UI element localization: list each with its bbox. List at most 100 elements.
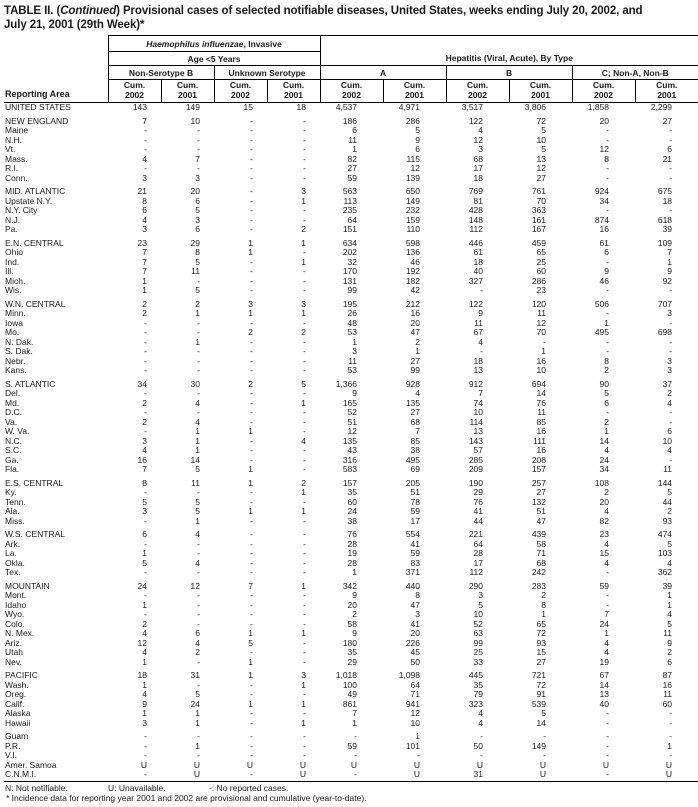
value-cell: 16 <box>137 454 147 465</box>
table-row: Md. 2 4 - 1 165 135 74 76 6 4 <box>4 397 698 409</box>
value-cell: 4 <box>478 125 484 135</box>
value-cell: - <box>197 365 200 375</box>
value-cell: 363 <box>531 205 547 215</box>
value-cell: 495 <box>594 327 610 337</box>
reporting-area-cell: E.S. CENTRAL <box>5 477 64 488</box>
value-cell: 698 <box>657 327 673 337</box>
value-cell: - <box>250 454 253 465</box>
value-cell: 11 <box>663 689 673 699</box>
value-cell: 14 <box>599 435 610 446</box>
value-cell: 1 <box>301 237 307 248</box>
reporting-area-cell: Guam <box>5 731 29 741</box>
value-cell: 19 <box>347 548 358 558</box>
value-cell: 50 <box>410 656 421 667</box>
value-cell: - <box>606 256 610 267</box>
value-cell: U <box>476 759 484 770</box>
value-cell: 2 <box>667 506 673 516</box>
value-cell: 9 <box>352 590 358 600</box>
table-row: Idaho 1 - - - 20 47 5 8 - 1 <box>4 600 698 611</box>
value-cell: 40 <box>473 266 484 276</box>
table-row: P.R. - 1 - - 59 101 50 149 - 1 <box>4 740 698 752</box>
value-cell: 563 <box>342 186 358 196</box>
value-cell: 5 <box>667 618 673 629</box>
value-cell: 149 <box>405 195 421 206</box>
value-cell: 16 <box>410 308 421 318</box>
reporting-area-cell: N.C. <box>5 435 22 446</box>
value-cell: 6 <box>667 426 673 436</box>
non-serotype-b-header: Non-Serotype B <box>107 65 214 80</box>
value-cell: 16 <box>662 679 673 690</box>
value-cell: 9 <box>604 266 610 276</box>
legend-line: N: Not notifiable. U: Unavailable. -: No r… <box>5 783 696 793</box>
cum-2001-header: Cum. 2001 <box>266 79 321 103</box>
value-cell: 4 <box>142 153 147 164</box>
reporting-area-cell: Nebr. <box>5 355 26 366</box>
value-cell: 5 <box>142 496 147 507</box>
table-row: Upstate N.Y. 8 6 - 1 113 149 81 70 34 18 <box>4 195 698 207</box>
value-cell: 1 <box>248 628 253 638</box>
value-cell: - <box>144 327 147 337</box>
value-cell: 52 <box>473 618 484 629</box>
value-cell: - <box>303 134 307 145</box>
value-cell: 114 <box>469 416 484 427</box>
value-cell: 20 <box>410 317 421 328</box>
value-cell: 11 <box>191 477 200 488</box>
value-cell: 70 <box>536 327 547 337</box>
reporting-area-cell: Colo. <box>5 618 25 629</box>
table-row: Del. - - - - 9 4 7 14 5 2 <box>4 388 698 399</box>
value-cell: 21 <box>137 186 147 196</box>
value-cell: 149 <box>531 740 547 751</box>
value-cell: 5 <box>195 256 200 267</box>
value-cell: 27 <box>410 407 421 417</box>
value-cell: 17 <box>473 557 484 568</box>
value-cell: U <box>161 769 214 782</box>
value-cell: 34 <box>599 195 610 206</box>
value-cell: 286 <box>405 115 421 126</box>
value-cell: 12 <box>190 580 200 591</box>
value-cell: 76 <box>347 529 358 539</box>
value-cell: 4 <box>142 214 147 225</box>
value-cell: 8 <box>142 195 147 206</box>
value-cell: 47 <box>410 327 421 337</box>
value-cell: 4 <box>478 336 484 347</box>
value-cell: 205 <box>405 477 421 488</box>
value-cell: 18 <box>296 102 307 112</box>
value-cell: 5 <box>195 689 200 699</box>
value-cell: 143 <box>468 435 484 446</box>
value-cell: 103 <box>657 548 673 558</box>
value-cell: 60 <box>347 496 358 507</box>
value-cell: 3 <box>301 670 307 680</box>
value-cell: 342 <box>342 580 358 591</box>
value-cell: - <box>250 679 253 690</box>
value-cell: 61 <box>599 237 610 248</box>
value-cell: - <box>250 144 253 154</box>
value-cell: 3 <box>142 172 147 183</box>
value-cell: 6 <box>195 224 200 234</box>
value-cell: 2 <box>604 416 610 427</box>
value-cell: - <box>250 266 253 276</box>
reporting-area-cell: W.N. CENTRAL <box>5 298 66 309</box>
value-cell: - <box>303 656 307 667</box>
reporting-area-cell: Ariz. <box>5 637 22 648</box>
value-cell: 13 <box>473 426 484 436</box>
value-cell: - <box>303 426 307 436</box>
value-cell: U <box>635 769 698 782</box>
value-cell: U <box>140 759 147 770</box>
value-cell: - <box>669 731 673 741</box>
value-cell: 157 <box>342 477 358 488</box>
table-row: S. Dak. - - - - 3 1 - 1 - - <box>4 346 698 357</box>
value-cell: 4 <box>195 529 200 539</box>
value-cell: - <box>250 115 253 126</box>
value-cell: 40 <box>599 698 610 709</box>
value-cell: 11 <box>474 317 484 328</box>
value-cell: 6 <box>415 144 421 154</box>
value-cell: 5 <box>195 464 200 474</box>
value-cell: 2 <box>301 477 307 488</box>
value-cell: 1 <box>301 397 307 408</box>
table-row: S. ATLANTIC 34 30 2 5 1,366 928 912 694 90 37 <box>4 376 698 390</box>
value-cell: 1 <box>195 515 200 526</box>
value-cell: 23 <box>536 285 547 295</box>
value-cell: - <box>320 769 384 782</box>
value-cell: 63 <box>473 628 484 638</box>
value-cell: 13 <box>536 153 547 164</box>
